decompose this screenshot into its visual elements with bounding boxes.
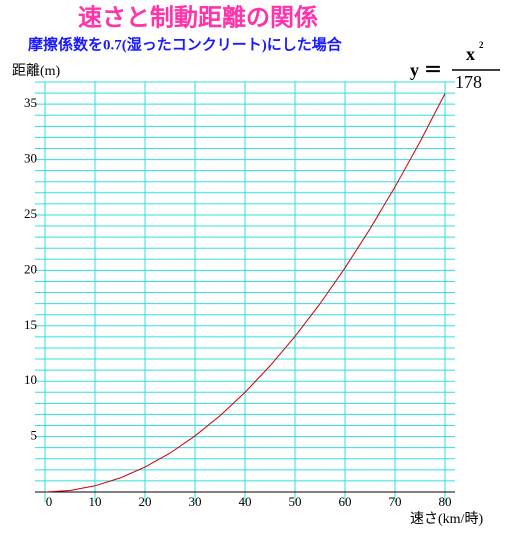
x-tick-label: 0 [46, 494, 53, 509]
y-tick-label: 25 [24, 206, 37, 221]
x-tick-label: 80 [439, 494, 452, 509]
y-tick-label: 5 [31, 428, 38, 443]
x-tick-label: 70 [389, 494, 402, 509]
y-tick-label: 30 [24, 151, 37, 166]
formula-numerator: x [466, 44, 475, 64]
x-tick-label: 20 [139, 494, 152, 509]
chart-title: 速さと制動距離の関係 [78, 4, 318, 32]
y-tick-label: 15 [24, 317, 37, 332]
formula: y ＝ x 2 178 [410, 40, 500, 92]
x-tick-label: 30 [189, 494, 202, 509]
x-tick-label: 60 [339, 494, 352, 509]
y-tick-label: 20 [24, 261, 37, 276]
y-tick-label: 10 [24, 372, 37, 387]
y-axis-label: 距離(m) [12, 62, 61, 79]
x-tick-label: 40 [239, 494, 252, 509]
y-tick-label: 35 [24, 95, 37, 110]
x-tick-label: 10 [89, 494, 102, 509]
formula-exponent: 2 [479, 40, 484, 50]
curve [44, 93, 446, 493]
chart-subtitle: 摩擦係数を0.7(湿ったコンクリート)にした場合 [28, 35, 343, 53]
x-axis-label: 速さ(km/時) [410, 511, 483, 527]
formula-eq: ＝ [424, 60, 442, 80]
x-tick-label: 50 [289, 494, 302, 509]
formula-denominator: 178 [455, 72, 482, 92]
formula-lhs: y [410, 60, 419, 80]
